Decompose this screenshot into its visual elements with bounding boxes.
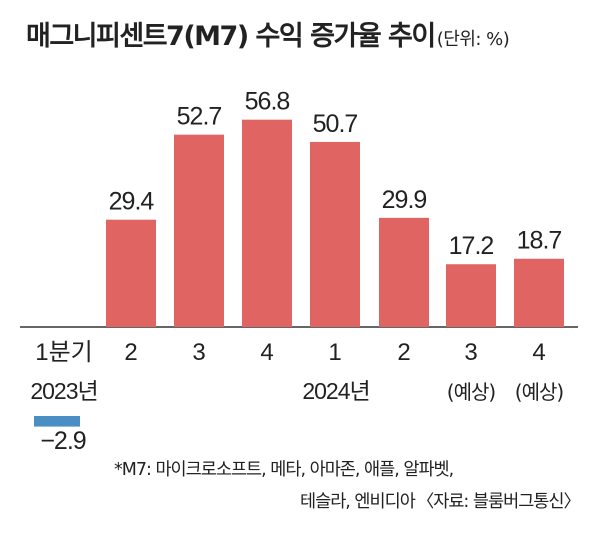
data-label: −2.9: [40, 427, 85, 455]
bar: [34, 416, 80, 427]
source-label: 〈자료: 블룸버그통신〉: [416, 492, 581, 512]
bar: [242, 119, 292, 328]
chart-title: 매그니피센트7(M7) 수익 증가율 추이: [26, 21, 436, 52]
data-label: 17.2: [449, 232, 494, 260]
x-tick-label: 2: [124, 339, 137, 366]
title-block: 매그니피센트7(M7) 수익 증가율 추이 (단위: %): [26, 14, 510, 53]
footnote-line2: 테슬라, 엔비디아: [300, 492, 416, 512]
bar: [310, 141, 360, 327]
data-label: 18.7: [517, 227, 562, 255]
x-tick-label: 3: [464, 339, 477, 366]
bar: [514, 258, 564, 327]
unit-label: (단위: %): [436, 29, 510, 50]
projection-label: (예상): [515, 380, 564, 404]
bar: [106, 219, 156, 327]
bar: [174, 134, 224, 327]
x-tick-label: 4: [532, 339, 545, 366]
year-label-2023: 2023년: [30, 378, 97, 404]
footnote-line1: *M7: 마이크로소프트, 메타, 아마존, 애플, 알파벳,: [114, 460, 454, 480]
data-label: 52.7: [177, 103, 222, 131]
bar: [379, 217, 429, 327]
x-tick-label: 1: [328, 339, 341, 366]
x-tick-label: 3: [192, 339, 205, 366]
data-label: 29.4: [109, 188, 155, 216]
data-label: 29.9: [382, 186, 427, 214]
x-tick-label: 2: [397, 339, 410, 366]
bar: [446, 264, 496, 327]
year-label-2024: 2024년: [302, 378, 369, 404]
data-label: 50.7: [313, 110, 358, 138]
x-tick-label: 1분기: [35, 339, 93, 366]
x-tick-label: 4: [260, 339, 273, 366]
projection-label: (예상): [447, 380, 496, 404]
data-label: 56.8: [245, 88, 290, 116]
